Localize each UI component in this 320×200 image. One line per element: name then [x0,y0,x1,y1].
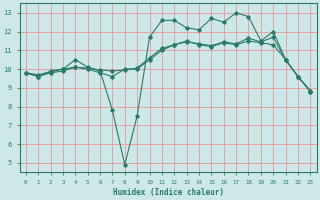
X-axis label: Humidex (Indice chaleur): Humidex (Indice chaleur) [113,188,224,197]
